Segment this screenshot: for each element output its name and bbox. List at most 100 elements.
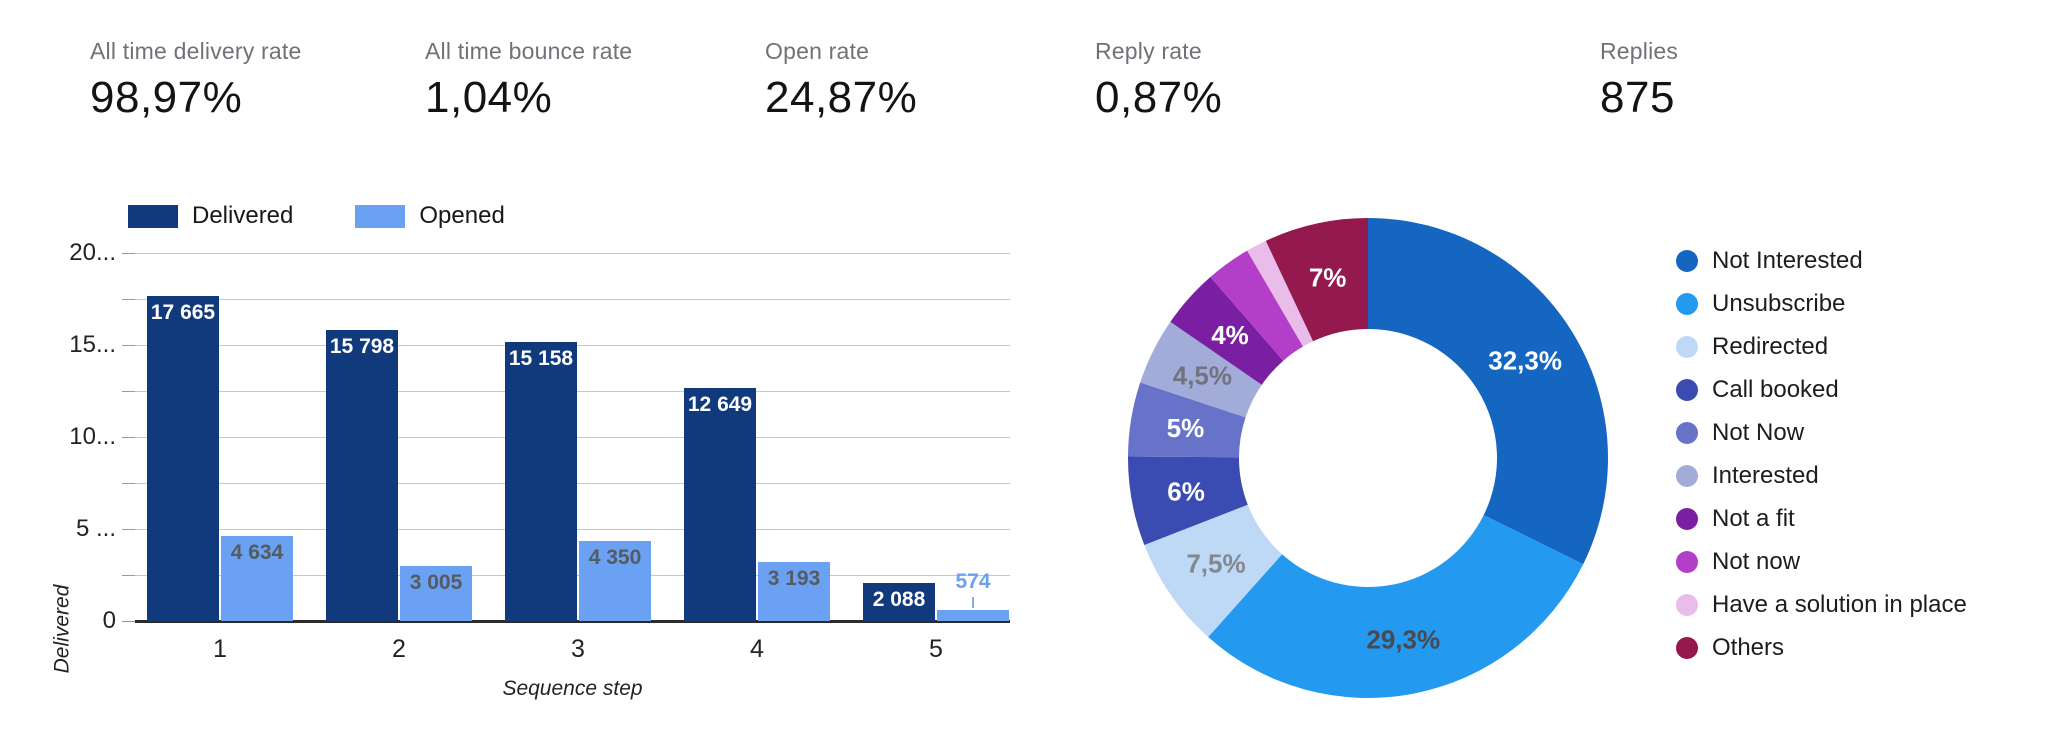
stat-value: 0,87%	[1095, 73, 1223, 122]
y-axis-tick	[122, 621, 135, 622]
delivered-swatch	[128, 204, 178, 228]
stat-bounce-rate: All time bounce rate 1,04%	[425, 38, 632, 123]
donut-slice-have-a-solution-in-place[interactable]	[1247, 240, 1314, 347]
y-tick-label: 0	[102, 607, 116, 634]
legend-dot-icon	[1676, 507, 1698, 530]
stat-delivery-rate: All time delivery rate 98,97%	[90, 38, 301, 123]
donut-slice-call-booked[interactable]	[1128, 456, 1248, 545]
x-tick-label: 3	[571, 635, 585, 663]
bar-value-label: 15 798	[329, 335, 395, 359]
legend-dot-icon	[1676, 636, 1698, 659]
x-tick-label: 4	[750, 635, 764, 663]
legend-dot-icon	[1676, 593, 1698, 616]
donut-slice-label: 5%	[1167, 413, 1205, 443]
donut-slice-label: 6%	[1167, 477, 1205, 507]
donut-slice-label: 4%	[1211, 320, 1249, 350]
bar-opened-step4[interactable]	[758, 562, 830, 621]
stat-replies: Replies 875	[1600, 38, 1678, 123]
donut-slice-others[interactable]	[1265, 218, 1368, 342]
donut-slice-interested[interactable]	[1140, 321, 1262, 418]
gridline	[135, 253, 1010, 254]
y-axis-tick	[122, 575, 135, 576]
donut-slice-not-now[interactable]	[1128, 382, 1246, 458]
bar-value-label: 12 649	[687, 393, 753, 417]
bar-delivered-step1[interactable]	[147, 295, 219, 621]
legend-dot-icon	[1676, 335, 1698, 358]
bar-delivered-step2[interactable]	[326, 330, 398, 621]
donut-slice-unsubscribe[interactable]	[1208, 515, 1584, 699]
bar-delivered-step5[interactable]	[863, 582, 935, 621]
legend-item-opened[interactable]: Opened	[355, 202, 505, 230]
donut-legend-item-interested[interactable]: Interested	[1676, 454, 1967, 497]
bar-value-label: 4 350	[588, 545, 642, 569]
delivered-opened-bar-chart: Delivered Opened 20... 15... 10... 5 ... 0 17…	[50, 190, 1050, 735]
donut-legend-item-redirected[interactable]: Redirected	[1676, 325, 1967, 368]
donut-slice-not-now[interactable]	[1210, 250, 1304, 361]
legend-label: Opened	[419, 202, 505, 229]
legend-label: Call booked	[1712, 375, 1839, 403]
stat-label: Open rate	[765, 38, 870, 64]
donut-slice-redirected[interactable]	[1144, 504, 1283, 638]
donut-slice-label: 7,5%	[1186, 548, 1245, 578]
donut-legend-item-have-a-solution-in-place[interactable]: Have a solution in place	[1676, 583, 1967, 626]
legend-label: Interested	[1712, 461, 1819, 489]
y-tick-label: 15...	[69, 331, 116, 358]
label-leader-line	[972, 597, 974, 609]
legend-dot-icon	[1676, 378, 1698, 401]
stat-value: 875	[1600, 73, 1675, 122]
donut-legend-item-not-now[interactable]: Not Now	[1676, 411, 1967, 454]
stat-value: 1,04%	[425, 73, 553, 122]
x-tick-label: 5	[929, 635, 943, 663]
donut-legend-item-not-a-fit[interactable]: Not a fit	[1676, 497, 1967, 540]
bar-value-label: 2 088	[872, 587, 926, 611]
stat-label: All time bounce rate	[425, 38, 633, 64]
y-axis-tick	[122, 253, 135, 254]
donut-legend: Not Interested Unsubscribe Redirected Call …	[1676, 239, 1967, 669]
legend-dot-icon	[1676, 292, 1698, 315]
opened-swatch	[355, 204, 406, 228]
replies-donut-chart: 32,3% 29,3% 7,5% 6% 5% 4,5% 4% 7%	[1128, 218, 1608, 699]
donut-legend-item-others[interactable]: Others	[1676, 626, 1967, 669]
y-axis-tick	[122, 345, 135, 346]
legend-label: Not now	[1712, 547, 1801, 575]
legend-dot-icon	[1676, 550, 1698, 573]
bar-value-label: 574	[955, 570, 991, 594]
y-tick-label: 5 ...	[75, 515, 116, 542]
legend-label: Redirected	[1712, 332, 1829, 360]
y-axis-tick	[122, 437, 135, 438]
donut-legend-item-unsubscribe[interactable]: Unsubscribe	[1676, 282, 1967, 325]
stat-value: 98,97%	[90, 73, 243, 122]
legend-label: Not Now	[1712, 418, 1805, 446]
bar-opened-step1[interactable]	[221, 535, 293, 621]
donut-slice-not-a-fit[interactable]	[1170, 276, 1284, 385]
bar-opened-step2[interactable]	[400, 565, 472, 621]
legend-dot-icon	[1676, 421, 1698, 444]
legend-label: Others	[1712, 633, 1785, 661]
legend-label: Have a solution in place	[1712, 590, 1967, 618]
bar-value-label: 3 193	[767, 567, 821, 591]
bar-value-label: 4 634	[230, 540, 284, 564]
bar-opened-step5[interactable]	[937, 610, 1009, 621]
x-tick-label: 1	[213, 635, 227, 663]
bar-chart-legend: Delivered Opened	[128, 202, 567, 230]
y-tick-label: 20...	[69, 239, 116, 266]
y-axis-tick	[122, 529, 135, 530]
donut-legend-item-call-booked[interactable]: Call booked	[1676, 368, 1967, 411]
donut-legend-item-not-interested[interactable]: Not Interested	[1676, 239, 1967, 282]
y-tick-label: 10...	[69, 423, 116, 450]
gridline	[135, 299, 1010, 300]
legend-item-delivered[interactable]: Delivered	[128, 202, 293, 230]
donut-slice-label: 32,3%	[1488, 345, 1562, 375]
legend-label: Not Interested	[1712, 246, 1863, 274]
bar-delivered-step3[interactable]	[505, 342, 577, 621]
bar-value-label: 3 005	[409, 570, 463, 594]
y-axis-tick	[122, 483, 135, 484]
donut-legend-item-not-now[interactable]: Not now	[1676, 540, 1967, 583]
donut-slice-not-interested[interactable]	[1368, 218, 1608, 565]
bar-delivered-step4[interactable]	[684, 388, 756, 621]
donut-slice-label: 29,3%	[1366, 625, 1440, 655]
stat-open-rate: Open rate 24,87%	[765, 38, 917, 123]
bar-opened-step3[interactable]	[579, 540, 651, 621]
legend-label: Not a fit	[1712, 504, 1795, 532]
